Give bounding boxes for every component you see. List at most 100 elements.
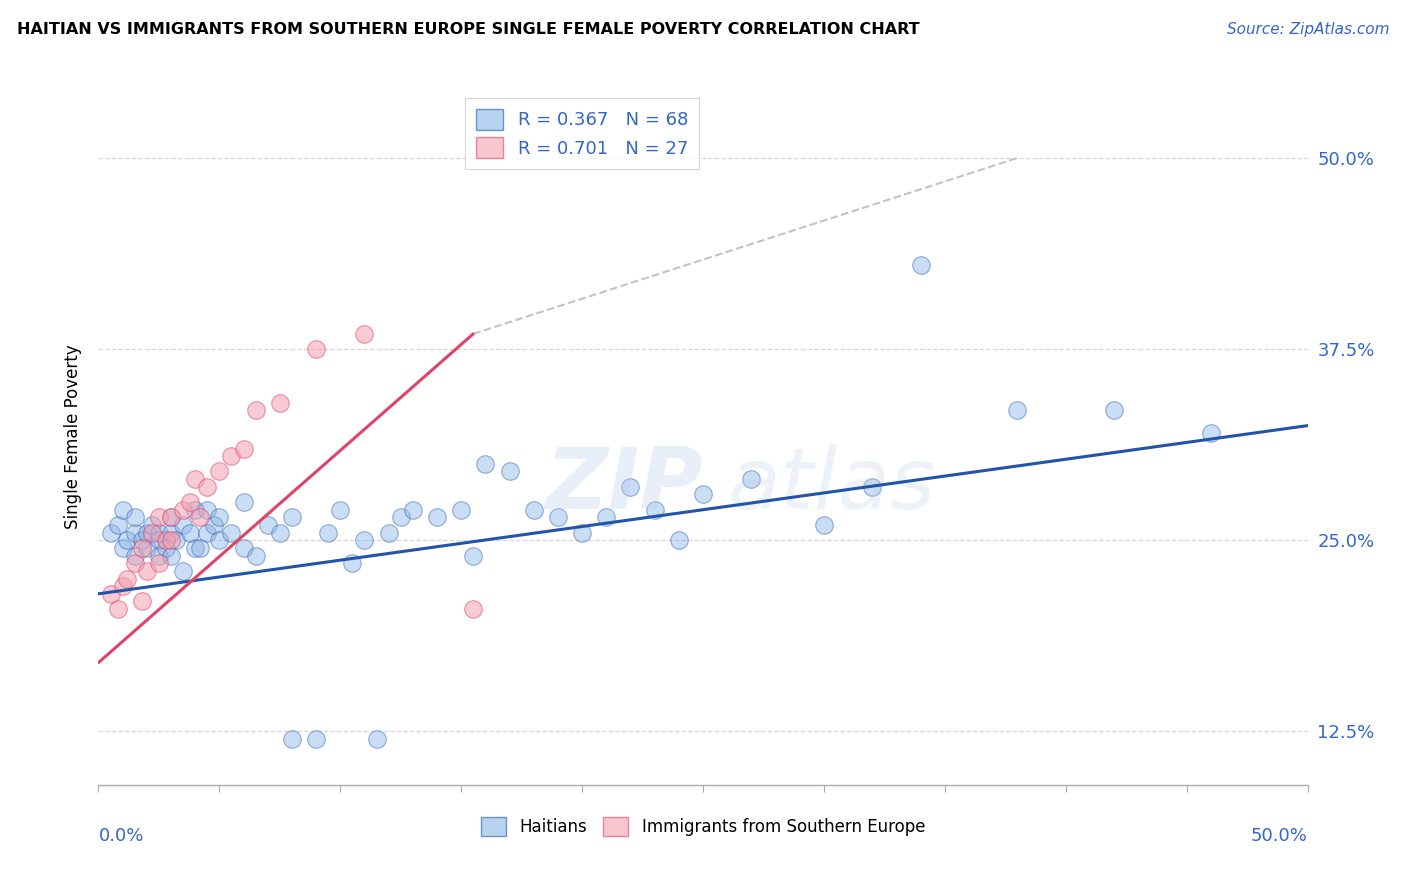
Point [204, 518, 226, 533]
Point [188, 541, 211, 555]
Point [131, 541, 153, 555]
Point [389, 510, 412, 524]
Point [195, 502, 218, 516]
Text: Source: ZipAtlas.com: Source: ZipAtlas.com [1226, 22, 1389, 37]
Point [245, 403, 267, 417]
Point [547, 510, 569, 524]
Point [195, 525, 218, 540]
Point [172, 502, 194, 516]
Text: ZIP: ZIP [546, 444, 703, 527]
Point [188, 510, 211, 524]
Point [135, 525, 157, 540]
Point [208, 465, 231, 479]
Point [179, 525, 201, 540]
Point [1102, 403, 1125, 417]
Point [353, 533, 375, 548]
Point [107, 518, 129, 533]
Text: 50.0%: 50.0% [1251, 827, 1308, 845]
Legend: Haitians, Immigrants from Southern Europe: Haitians, Immigrants from Southern Europ… [474, 810, 932, 843]
Point [402, 502, 425, 516]
Point [281, 510, 304, 524]
Point [644, 502, 666, 516]
Point [135, 541, 157, 555]
Point [353, 326, 375, 341]
Point [148, 510, 170, 524]
Point [160, 525, 183, 540]
Point [281, 732, 304, 747]
Point [141, 518, 163, 533]
Point [135, 564, 157, 578]
Point [269, 395, 291, 409]
Point [107, 602, 129, 616]
Point [668, 533, 690, 548]
Point [329, 502, 352, 516]
Point [1199, 426, 1222, 441]
Point [179, 495, 201, 509]
Point [813, 518, 835, 533]
Point [160, 510, 183, 524]
Point [160, 549, 183, 563]
Point [172, 518, 194, 533]
Point [131, 533, 153, 548]
Point [100, 525, 122, 540]
Point [910, 258, 932, 272]
Point [160, 533, 183, 548]
Point [595, 510, 617, 524]
Point [124, 525, 146, 540]
Point [426, 510, 449, 524]
Point [377, 525, 399, 540]
Point [148, 533, 170, 548]
Point [1007, 403, 1029, 417]
Point [208, 533, 231, 548]
Point [740, 472, 762, 486]
Point [232, 495, 254, 509]
Point [342, 556, 364, 570]
Point [221, 525, 243, 540]
Point [184, 472, 207, 486]
Text: atlas: atlas [727, 444, 935, 527]
Text: HAITIAN VS IMMIGRANTS FROM SOUTHERN EUROPE SINGLE FEMALE POVERTY CORRELATION CHA: HAITIAN VS IMMIGRANTS FROM SOUTHERN EURO… [17, 22, 920, 37]
Point [269, 525, 291, 540]
Point [111, 502, 134, 516]
Point [860, 480, 883, 494]
Point [111, 541, 134, 555]
Point [463, 549, 485, 563]
Point [463, 602, 485, 616]
Point [305, 732, 328, 747]
Point [232, 541, 254, 555]
Point [184, 541, 207, 555]
Point [208, 510, 231, 524]
Point [124, 510, 146, 524]
Point [100, 587, 122, 601]
Y-axis label: Single Female Poverty: Single Female Poverty [63, 345, 82, 529]
Point [232, 442, 254, 456]
Point [141, 525, 163, 540]
Point [172, 564, 194, 578]
Point [184, 502, 207, 516]
Point [316, 525, 339, 540]
Point [160, 510, 183, 524]
Point [148, 525, 170, 540]
Point [117, 533, 139, 548]
Point [131, 594, 153, 608]
Point [124, 556, 146, 570]
Point [366, 732, 388, 747]
Point [155, 533, 177, 548]
Point [305, 342, 328, 356]
Point [117, 572, 139, 586]
Point [124, 549, 146, 563]
Text: 0.0%: 0.0% [98, 827, 143, 845]
Point [498, 465, 520, 479]
Point [245, 549, 267, 563]
Point [148, 549, 170, 563]
Point [155, 541, 177, 555]
Point [523, 502, 546, 516]
Point [692, 487, 714, 501]
Point [256, 518, 278, 533]
Point [221, 449, 243, 463]
Point [195, 480, 218, 494]
Point [111, 579, 134, 593]
Point [450, 502, 472, 516]
Point [165, 533, 187, 548]
Point [571, 525, 593, 540]
